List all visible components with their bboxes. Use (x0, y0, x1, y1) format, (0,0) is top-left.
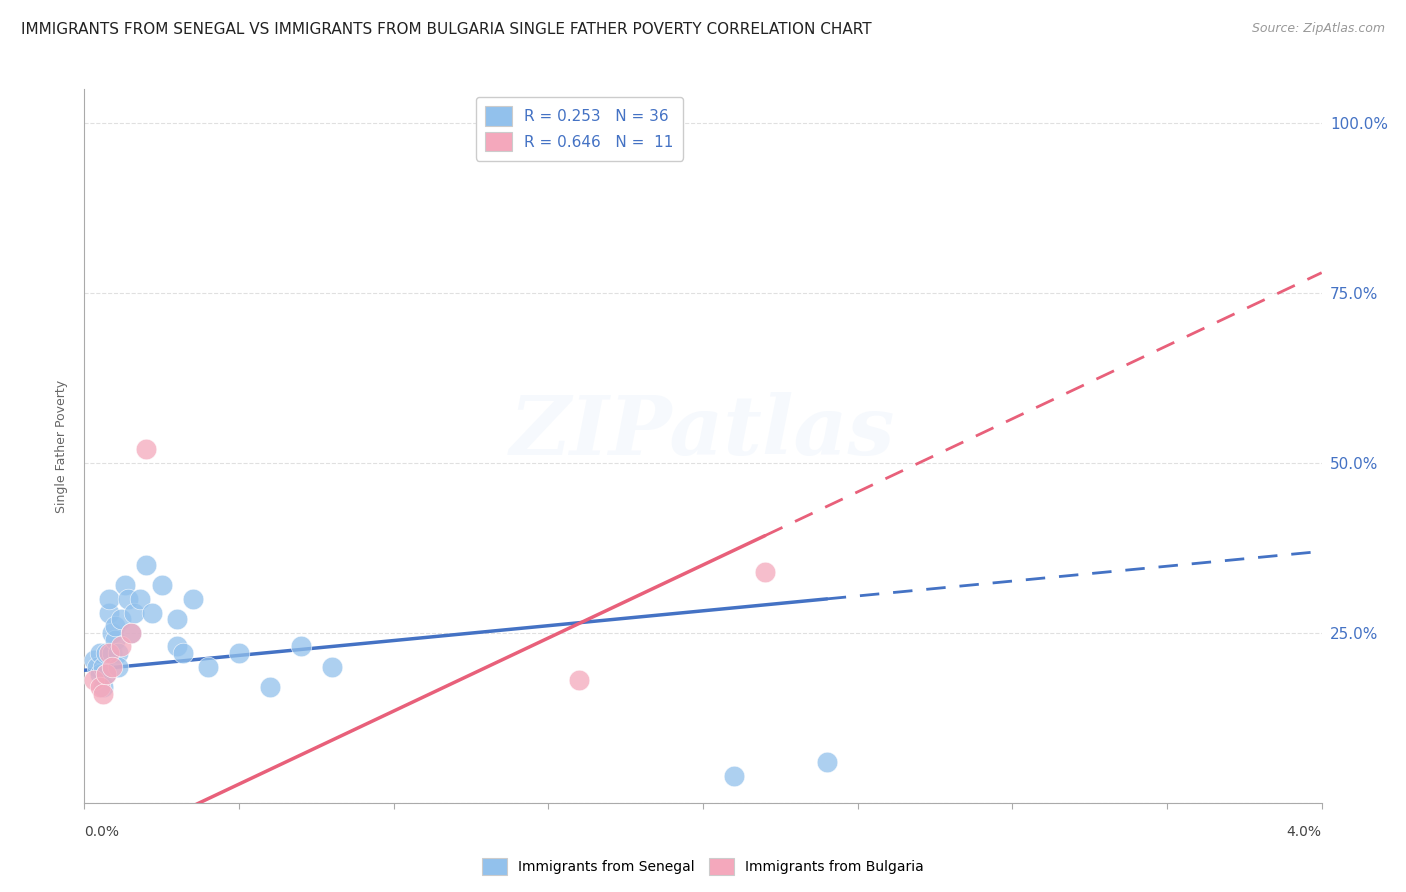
Point (129, 591, 152, 606)
Point (98, 646, 121, 660)
Point (120, 626, 142, 640)
Point (568, 673, 591, 688)
Text: 4.0%: 4.0% (1286, 825, 1322, 839)
Point (120, 626, 142, 640)
Point (94, 666, 117, 681)
Point (181, 591, 204, 606)
Point (754, 565, 776, 579)
Point (110, 640, 132, 654)
Point (86, 660, 108, 674)
Point (141, 606, 163, 620)
Y-axis label: Single Father Poverty: Single Father Poverty (55, 379, 69, 513)
Point (117, 591, 139, 606)
Text: 0.0%: 0.0% (84, 825, 120, 839)
Point (135, 442, 157, 457)
Point (94, 646, 117, 660)
Point (104, 632, 127, 647)
Text: ZIPatlas: ZIPatlas (510, 392, 896, 472)
Point (101, 626, 124, 640)
Point (89, 666, 111, 681)
Point (91, 687, 114, 701)
Point (101, 660, 124, 674)
Point (107, 646, 129, 660)
Point (150, 578, 173, 592)
Point (166, 640, 188, 654)
Point (83, 673, 105, 688)
Legend: Immigrants from Senegal, Immigrants from Bulgaria: Immigrants from Senegal, Immigrants from… (477, 853, 929, 880)
Point (104, 619, 127, 633)
Point (172, 646, 194, 660)
Point (259, 680, 281, 694)
Point (228, 646, 250, 660)
Point (91, 680, 114, 694)
Point (723, 769, 745, 783)
Point (94, 666, 117, 681)
Point (166, 612, 188, 626)
Point (91, 660, 114, 674)
Point (321, 660, 343, 674)
Point (107, 660, 129, 674)
Point (110, 612, 132, 626)
Legend: R = 0.253   N = 36, R = 0.646   N =  11: R = 0.253 N = 36, R = 0.646 N = 11 (475, 97, 683, 161)
Point (89, 646, 111, 660)
Point (197, 660, 219, 674)
Point (122, 606, 145, 620)
Text: Source: ZipAtlas.com: Source: ZipAtlas.com (1251, 22, 1385, 36)
Point (135, 558, 157, 572)
Point (98, 606, 121, 620)
Point (815, 755, 838, 769)
Point (290, 640, 312, 654)
Point (98, 591, 121, 606)
Point (101, 646, 124, 660)
Point (83, 653, 105, 667)
Point (89, 680, 111, 694)
Point (114, 578, 136, 592)
Text: IMMIGRANTS FROM SENEGAL VS IMMIGRANTS FROM BULGARIA SINGLE FATHER POVERTY CORREL: IMMIGRANTS FROM SENEGAL VS IMMIGRANTS FR… (21, 22, 872, 37)
